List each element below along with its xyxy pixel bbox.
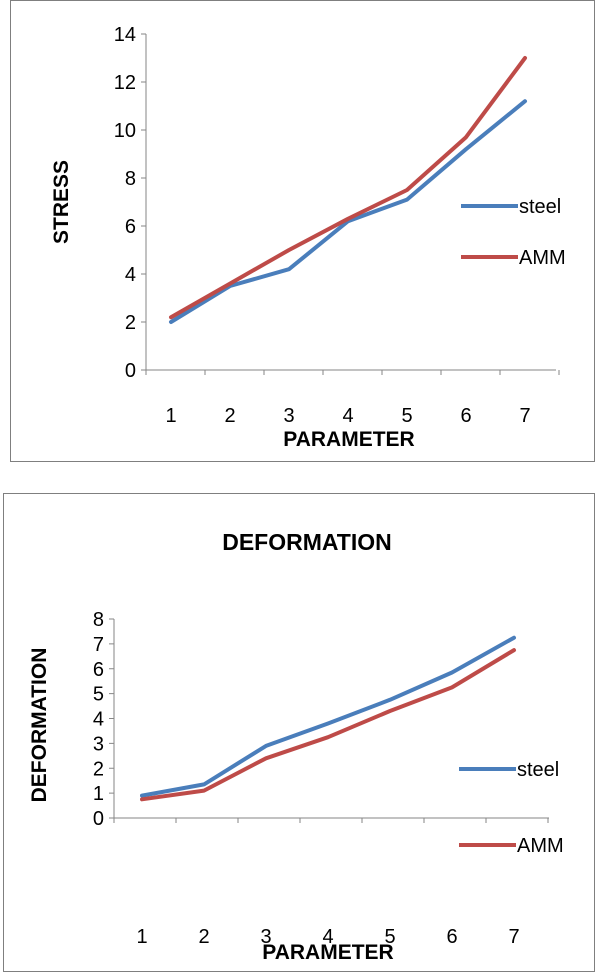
deformation-x-tick-label: 4: [322, 926, 333, 948]
stress-y-tick-label: 8: [125, 168, 136, 190]
deformation-series-line-steel: [140, 635, 516, 798]
deformation-y-tick-label: 1: [93, 783, 104, 805]
stress-series-line-steel: [169, 99, 527, 324]
stress-x-tick-label: 5: [401, 405, 412, 427]
stress-x-axis-title: PARAMETER: [283, 428, 414, 451]
deformation-x-tick-label: 6: [446, 926, 457, 948]
deformation-y-tick-label: 6: [93, 659, 104, 681]
deformation-y-tick-label: 2: [93, 758, 104, 780]
stress-y-axis-title: STRESS: [50, 160, 73, 244]
deformation-chart-title: DEFORMATION: [222, 529, 392, 555]
deformation-x-tick-label: 3: [260, 926, 271, 948]
deformation-x-tick-label: 7: [508, 926, 519, 948]
stress-series-line-amm: [169, 56, 527, 320]
stress-x-tick-label: 3: [283, 405, 294, 427]
stress-x-tick-label: 2: [224, 405, 235, 427]
deformation-y-tick-label: 7: [93, 634, 104, 656]
stress-y-tick-label: 10: [114, 120, 136, 142]
deformation-x-tick-label: 1: [136, 926, 147, 948]
stress-y-tick-label: 4: [125, 264, 136, 286]
deformation-y-axis-title: DEFORMATION: [28, 648, 51, 803]
deformation-y-tick-label: 0: [93, 808, 104, 830]
stress-legend-label-steel: steel: [519, 196, 561, 218]
deformation-y-tick-label: 4: [93, 709, 104, 731]
deformation-y-tick-label: 5: [93, 684, 104, 706]
deformation-y-tick-label: 3: [93, 733, 104, 755]
stress-x-tick-label: 7: [519, 405, 530, 427]
deformation-y-tick-label: 8: [93, 609, 104, 631]
deformation-legend-label-amm: AMM: [517, 835, 564, 857]
stress-y-tick-label: 6: [125, 216, 136, 238]
stress-x-tick-label: 6: [460, 405, 471, 427]
deformation-legend-label-steel: steel: [517, 759, 559, 781]
deformation-x-axis-title: PARAMETER: [262, 941, 393, 964]
stress-y-tick-label: 2: [125, 312, 136, 334]
deformation-x-tick-label: 2: [198, 926, 209, 948]
stress-x-tick-label: 4: [342, 405, 353, 427]
stress-legend-label-amm: AMM: [519, 247, 566, 269]
stress-y-tick-label: 0: [125, 360, 136, 382]
deformation-x-tick-label: 5: [384, 926, 395, 948]
stress-x-tick-label: 1: [165, 405, 176, 427]
deformation-chart: 0 1 2 3 4 5 6 7 8 1 2 3 4 5 6 7 steel AMM PARAMETER DEFORMA…: [3, 493, 595, 972]
stress-y-tick-label: 12: [114, 72, 136, 94]
deformation-series-line-amm: [140, 648, 516, 802]
stress-y-tick-label: 14: [114, 24, 136, 46]
stress-chart: 0 2 4 6 8 10 12 14 1 2 3 4 5 6 7 steel AMM PARAMETER STRES…: [10, 0, 595, 462]
